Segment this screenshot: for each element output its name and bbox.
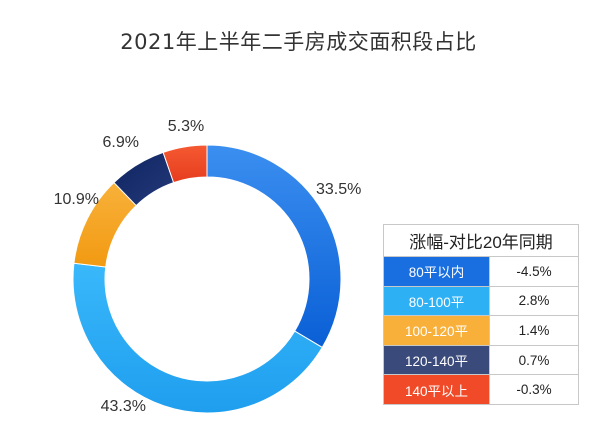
table-row: 120-140平 0.7% <box>383 344 579 376</box>
slice-percent-label: 6.9% <box>103 134 139 151</box>
change-cell: 0.7% <box>489 344 579 376</box>
slice-percent-label: 5.3% <box>168 118 204 135</box>
change-cell: -0.3% <box>489 374 579 405</box>
change-cell: 2.8% <box>489 285 579 317</box>
slice-percent-label: 43.3% <box>101 398 146 415</box>
table-row: 80平以内 -4.5% <box>383 256 579 287</box>
slice-percent-label: 10.9% <box>54 191 99 208</box>
donut-slice <box>162 144 208 184</box>
table-row: 140平以上 -0.3% <box>383 374 579 405</box>
category-cell: 120-140平 <box>383 344 490 376</box>
change-cell: -4.5% <box>489 256 579 287</box>
category-cell: 80-100平 <box>383 285 490 317</box>
category-cell: 80平以内 <box>383 256 490 287</box>
donut-slice <box>206 144 342 349</box>
donut-slice <box>72 262 323 414</box>
yoy-change-table: 涨幅-对比20年同期 80平以内 -4.5% 80-100平 2.8% 100-120平… <box>383 224 579 405</box>
change-cell: 1.4% <box>489 315 579 346</box>
table-row: 100-120平 1.4% <box>383 315 579 346</box>
table-header: 涨幅-对比20年同期 <box>383 224 579 257</box>
slice-percent-label: 33.5% <box>316 181 361 198</box>
category-cell: 140平以上 <box>383 374 490 405</box>
category-cell: 100-120平 <box>383 315 490 346</box>
chart-title: 2021年上半年二手房成交面积段占比 <box>120 30 477 54</box>
table-row: 80-100平 2.8% <box>383 285 579 317</box>
